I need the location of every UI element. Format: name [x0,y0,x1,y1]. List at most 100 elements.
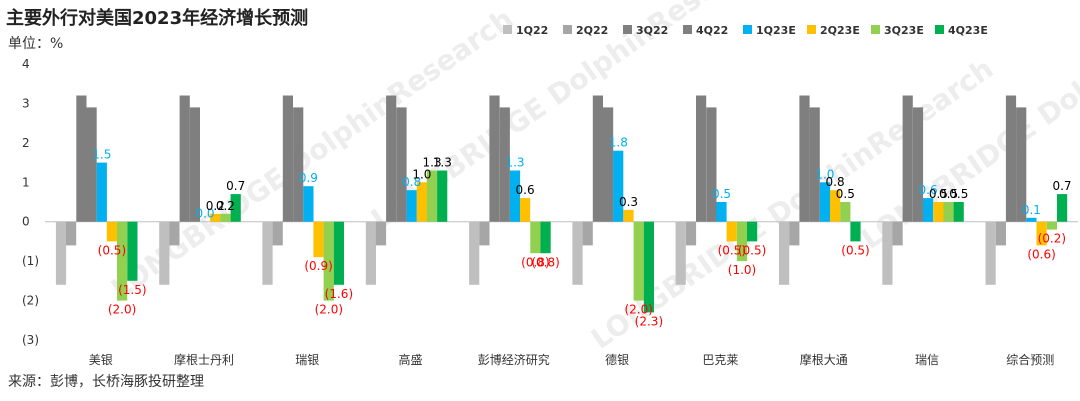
category-label: 彭博经济研究 [478,352,550,367]
legend-swatch [743,25,752,34]
data-label: 0.7 [1052,179,1071,193]
bar-4q22 [706,107,717,222]
data-label: (2.0) [624,303,652,317]
bar-2q23e [933,202,944,222]
bar-2q22 [892,221,903,246]
bar-4q22 [86,107,97,222]
y-tick-label: 1 [22,175,30,189]
bar-2q23e [520,198,531,222]
legend-label: 2Q22 [576,24,608,37]
bar-3q23e [633,221,644,301]
bar-1q23e [1026,217,1037,222]
legend-label: 1Q23E [756,24,796,37]
y-tick-label: 4 [22,57,30,71]
category-label: 摩根士丹利 [174,352,234,367]
bar-3q23e [943,202,954,222]
data-label: (0.8) [531,255,559,269]
data-label: (0.2) [1038,232,1066,246]
y-tick-label: 0 [22,215,30,229]
bar-4q23e [127,221,138,281]
bar-2q23e [830,190,841,222]
bar-1q22 [985,221,996,285]
bar-3q23e [530,221,541,254]
bar-4q23e [643,221,654,313]
data-label: 0.5 [939,187,958,201]
data-label: 0.5 [949,187,968,201]
data-label: (1.5) [118,283,146,297]
bar-4q23e [850,221,861,242]
bar-4q23e [1057,194,1068,222]
legend-label: 3Q22 [636,24,668,37]
bar-1q23e [509,170,521,222]
data-label: 0.2 [206,199,225,213]
bar-1q22 [469,221,480,285]
category-label: 瑞银 [295,353,319,367]
bar-4q22 [396,107,407,222]
bar-1q23e [406,190,417,222]
legend-swatch [623,25,632,34]
y-axis: 4 3 2 1 0 (1) (2) (3) [22,57,39,347]
bar-3q22 [592,95,603,222]
bar-3q23e [840,202,851,222]
bar-2q22 [789,221,800,246]
legend-label: 4Q23E [948,24,988,37]
bar-2q23e [210,213,221,222]
bar-2q22 [169,221,180,246]
data-labels: 1.5(0.5)(2.0)(1.5)0.00.20.20.70.9(0.9)(2… [92,136,1071,329]
legend-label: 2Q23E [820,24,860,37]
legend-swatch [683,25,692,34]
bar-3q22 [799,95,810,222]
bar-3q22 [1005,95,1017,222]
data-label: (0.5) [718,243,746,257]
legend-label: 1Q22 [516,24,548,37]
bar-1q23e [303,186,314,222]
data-label: (1.6) [325,287,353,301]
legend: 1Q22 2Q22 3Q22 4Q22 1Q23E 2Q23E 3Q23E 4Q23E [503,24,988,37]
bar-4q22 [809,107,820,222]
bar-4q22 [603,107,614,222]
bar-1q22 [262,221,273,285]
data-label: (1.0) [728,263,756,277]
bar-3q23e [736,221,748,262]
bar-2q22 [375,221,387,246]
bar-3q22 [902,95,913,222]
data-label: 0.8 [826,175,845,189]
data-label: 0.3 [619,195,638,209]
data-label: 1.0 [412,167,431,181]
bar-2q22 [479,221,490,246]
category-label: 摩根大通 [800,352,848,367]
y-tick-label: (2) [22,294,39,308]
bar-1q23e [923,198,934,222]
data-label: 0.2 [216,199,235,213]
bar-4q22 [499,107,510,222]
data-label: 0.6 [919,183,938,197]
data-label: 1.8 [609,136,628,150]
data-label: 0.7 [226,179,245,193]
bar-1q22 [779,221,790,285]
bar-3q22 [282,95,293,222]
data-label: (0.9) [304,259,332,273]
data-label: 0.5 [712,187,731,201]
data-label: 1.3 [433,156,452,170]
bar-1q23e [716,202,727,222]
source-note: 来源：彭博，长桥海豚投研整理 [8,373,204,390]
y-tick-label: 2 [22,136,30,150]
bar-4q23e [953,202,964,222]
bar-3q22 [696,95,707,222]
data-label: 1.3 [423,156,442,170]
data-label: 0.6 [516,183,535,197]
bar-4q23e [437,170,448,222]
bar-2q22 [582,221,593,246]
bar-1q23e [613,150,624,222]
data-label: (0.5) [98,243,126,257]
legend-swatch [935,25,944,34]
data-label: (0.8) [521,255,549,269]
bar-2q22 [685,221,697,246]
bar-4q22 [189,107,200,222]
category-label: 美银 [89,353,113,367]
y-tick-label: 3 [22,96,30,110]
bar-1q22 [365,221,376,285]
bar-3q23e [117,221,128,301]
